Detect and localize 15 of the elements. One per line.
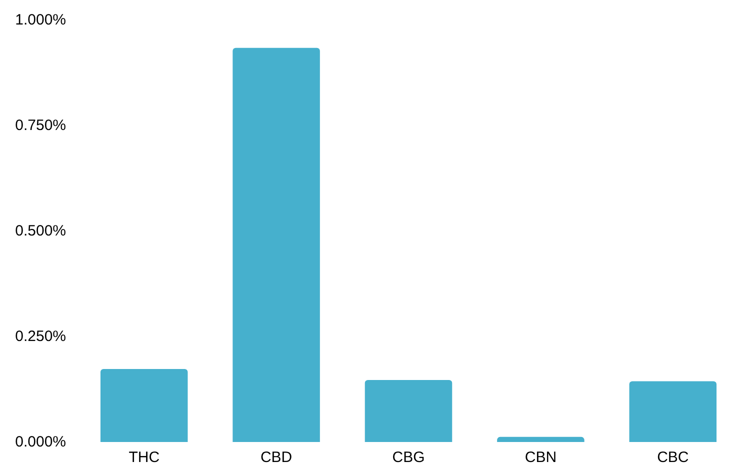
bar bbox=[232, 48, 320, 442]
x-tick-label: THC bbox=[128, 449, 160, 466]
x-tick-label: CBG bbox=[392, 449, 425, 466]
x-tick-label: CBD bbox=[260, 449, 292, 466]
y-tick-label: 0.500% bbox=[15, 222, 66, 240]
bar bbox=[629, 381, 717, 442]
bar bbox=[100, 368, 188, 442]
bar bbox=[364, 380, 452, 442]
y-tick-label: 0.750% bbox=[15, 117, 66, 134]
bar bbox=[497, 436, 584, 442]
x-tick-label: CBC bbox=[657, 449, 689, 466]
y-tick-label: 0.250% bbox=[15, 328, 66, 345]
y-tick-label: 0.000% bbox=[15, 434, 66, 450]
y-tick-label: 1.000% bbox=[15, 12, 66, 28]
x-tick-label: CBN bbox=[524, 449, 557, 466]
